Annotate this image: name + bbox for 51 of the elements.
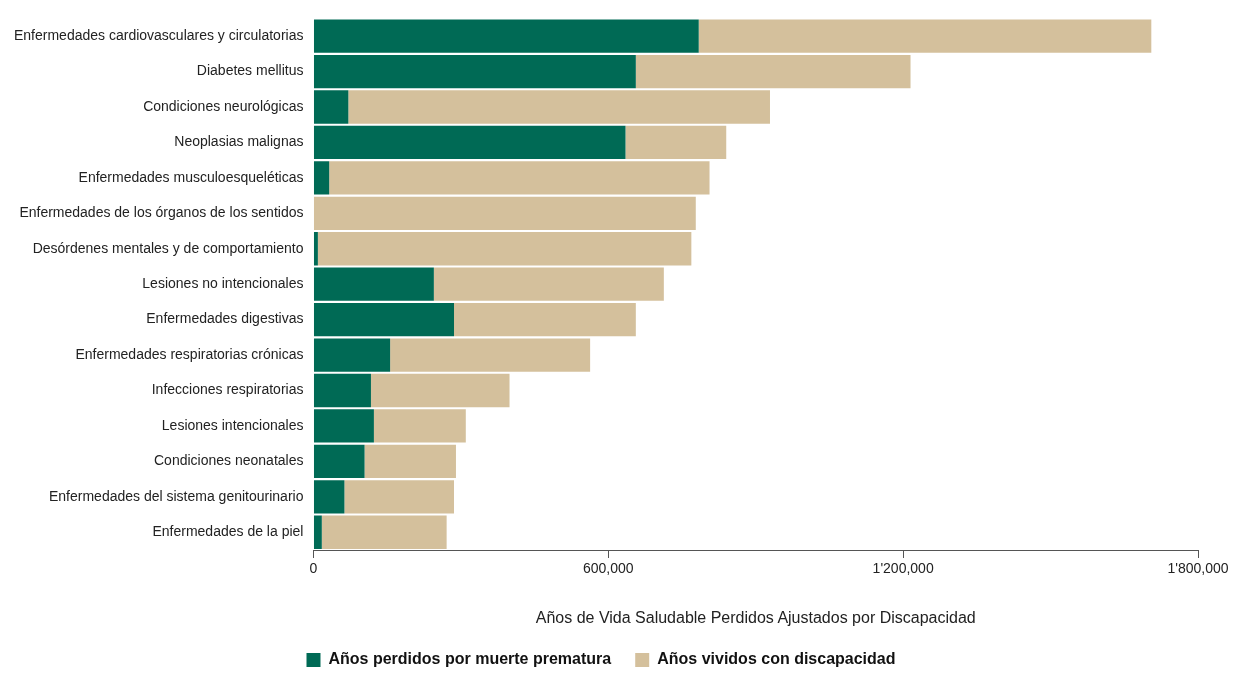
x-tick-label: 1'800,000 [1167,560,1229,577]
x-axis-title: Años de Vida Saludable Perdidos Ajustados por Discapacidad [535,608,976,626]
legend-label: Años vividos con discapacidad [657,650,896,668]
bar [433,267,664,301]
bar [313,19,699,53]
y-tick-label: Enfermedades respiratorias crónicas [75,345,304,362]
y-tick-label: Enfermedades musculoesqueléticas [78,168,304,185]
bar [313,515,322,549]
bar [313,480,345,514]
bar [313,161,330,195]
bar [454,302,636,337]
bar [698,19,1152,53]
bar [635,54,911,89]
bar [364,444,456,479]
bar [313,373,371,408]
bar [313,267,434,301]
x-tick-label: 1'200,000 [872,560,934,577]
bar [625,125,727,160]
bar [373,409,466,443]
y-tick-label: Diabetes mellitus [196,62,304,79]
y-tick-label: Infecciones respiratorias [151,381,304,398]
bar [313,302,454,337]
bar [313,338,391,372]
y-tick-label: Lesiones intencionales [161,416,304,433]
y-tick-label: Enfermedades cardiovasculares y circulatorias [13,26,304,43]
bar [313,54,636,89]
bar [313,196,696,230]
bar [348,90,770,124]
bar [390,338,591,372]
bar [370,373,510,408]
bar [317,232,692,266]
y-tick-label: Enfermedades del sistema genitourinario [48,487,304,504]
y-tick-label: Enfermedades digestivas [146,310,304,327]
x-tick-label: 600,000 [583,560,634,577]
bar [344,480,454,514]
bar [313,90,349,124]
bar [329,161,710,195]
bar [321,515,447,549]
y-tick-label: Condiciones neonatales [154,452,304,469]
x-tick-label: 0 [309,560,318,577]
bar [313,409,374,443]
bar [313,444,365,479]
y-tick-label: Enfermedades de la piel [152,523,304,540]
y-tick-label: Enfermedades de los órganos de los sentidos [19,204,304,221]
y-tick-label: Neoplasias malignas [174,133,304,150]
y-tick-label: Desórdenes mentales y de comportamiento [32,239,304,256]
bar [313,232,318,266]
legend-label: Años perdidos por muerte prematura [328,650,612,668]
y-tick-label: Condiciones neurológicas [143,97,304,114]
y-tick-label: Lesiones no intencionales [142,275,304,292]
bar [313,125,626,160]
